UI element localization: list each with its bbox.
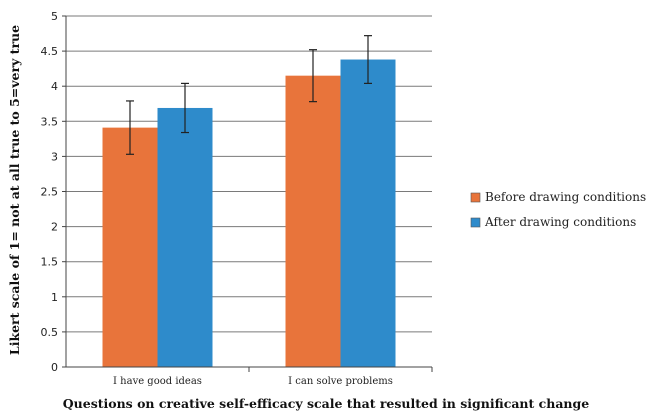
- y-tick-label: 1: [51, 291, 58, 304]
- y-tick-label: 0.5: [41, 326, 59, 339]
- y-tick-labels: 0 0.5 1 1.5 2 2.5 3 3.5 4 4.5 5: [41, 10, 66, 374]
- bar-after: [157, 107, 213, 367]
- x-category-label: I have good ideas: [113, 376, 202, 387]
- y-tick-label: 3: [51, 150, 58, 163]
- y-tick-label: 0: [51, 361, 58, 374]
- x-category-label: I can solve problems: [288, 376, 393, 387]
- legend-label: Before drawing conditions: [485, 190, 646, 204]
- y-tick-label: 1.5: [41, 256, 59, 269]
- legend-swatch: [470, 192, 481, 203]
- legend-swatch: [470, 217, 481, 228]
- y-tick-label: 4: [51, 80, 58, 93]
- y-tick-label: 5: [51, 10, 58, 23]
- y-tick-label: 2: [51, 221, 58, 234]
- error-bars: [126, 35, 372, 155]
- legend-label: After drawing conditions: [484, 215, 636, 229]
- y-axis-title: Likert scale of 1= not at all true to 5=…: [7, 25, 22, 355]
- x-axis-title: Questions on creative self-efficacy scal…: [63, 396, 589, 411]
- y-tick-label: 4.5: [41, 45, 59, 58]
- bar-after: [340, 59, 396, 368]
- bar-before: [285, 75, 341, 368]
- x-category-labels: I have good ideas I can solve problems: [113, 367, 433, 387]
- y-tick-label: 3.5: [41, 115, 59, 128]
- legend: Before drawing conditions After drawing c…: [470, 190, 646, 229]
- bar-before: [102, 127, 158, 367]
- y-tick-label: 2.5: [41, 186, 59, 199]
- bars: [102, 59, 396, 368]
